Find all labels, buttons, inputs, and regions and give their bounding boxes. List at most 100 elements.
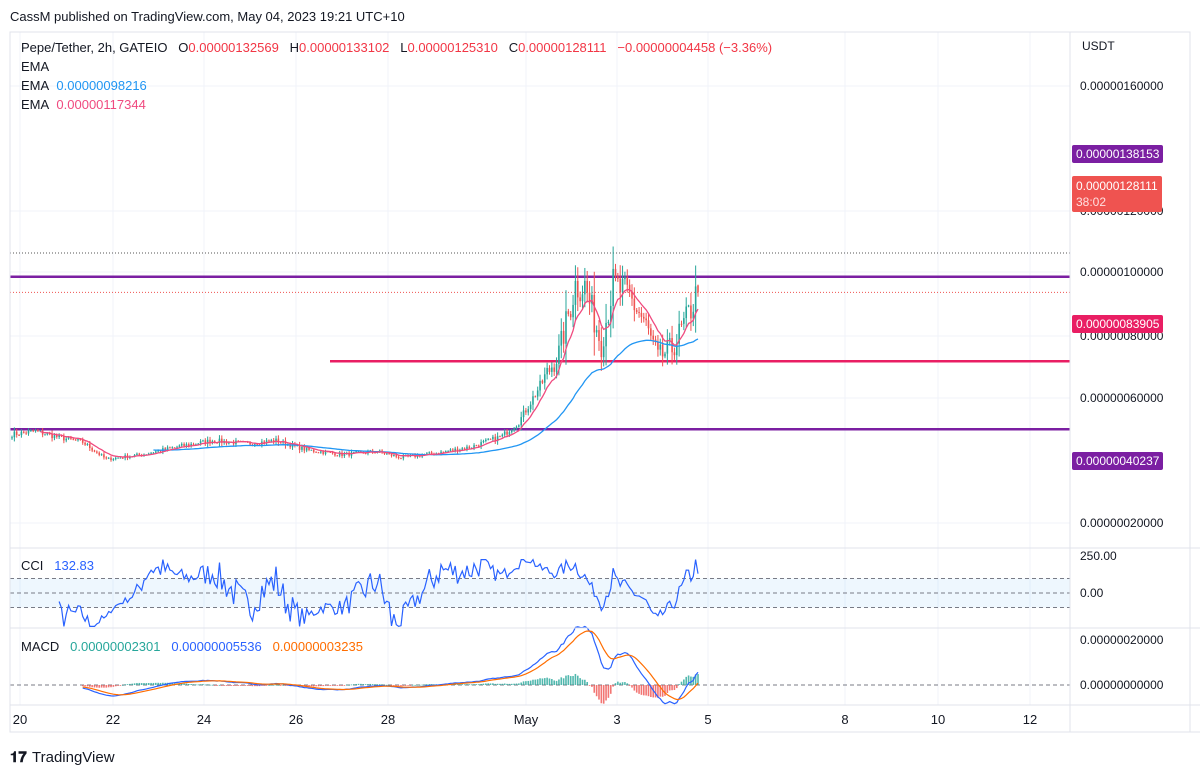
macd-hist-bar <box>225 685 228 686</box>
candle-body <box>53 435 56 439</box>
candle-body <box>454 448 456 451</box>
cci-value: 132.83 <box>54 558 94 573</box>
candle-body <box>626 277 629 285</box>
candle-body <box>553 367 555 372</box>
candle-body <box>466 446 468 450</box>
macd-hist-bar <box>284 685 287 686</box>
candle-body <box>93 450 96 452</box>
candle-body <box>515 426 518 429</box>
macd-hist-bar <box>473 684 475 685</box>
macd-hist-bar <box>466 684 468 685</box>
candle-body <box>527 409 530 413</box>
candle-body <box>673 352 676 356</box>
candle-body <box>55 435 58 438</box>
macd-hist-bar <box>635 685 638 693</box>
macd-hist-bar <box>579 678 581 685</box>
macd-hist-bar <box>112 685 115 687</box>
candle-body <box>11 437 13 439</box>
candle-body <box>364 453 367 455</box>
candle-body <box>81 439 84 443</box>
macd-hist-bar <box>371 684 374 685</box>
candle-body <box>336 455 339 457</box>
candle-body <box>452 449 454 451</box>
macd-hist-bar <box>489 683 492 685</box>
candle-body <box>284 440 287 446</box>
candle-body <box>449 449 452 451</box>
candle-body <box>558 345 560 364</box>
price-tick-label: 0.00000060000 <box>1080 391 1164 405</box>
macd-hist-bar <box>673 685 676 690</box>
candle-body <box>119 457 122 459</box>
macd-tick-label: 0.00000020000 <box>1080 633 1164 647</box>
macd-hist-bar <box>527 680 530 685</box>
chart-frame <box>9 31 1191 733</box>
macd-hist-bar <box>232 685 235 686</box>
candle-body <box>159 450 162 452</box>
level-badge-top: 0.00000138153 <box>1072 145 1164 163</box>
macd-hist-bar <box>459 684 461 686</box>
grid <box>10 32 1070 705</box>
open-label: O <box>178 40 189 55</box>
macd-hist-bar <box>383 684 386 686</box>
candle-body <box>591 294 593 304</box>
macd-hist-bar <box>477 684 480 686</box>
macd-hist-bar <box>213 685 216 686</box>
time-tick-label: 24 <box>197 712 211 727</box>
candle-body <box>631 291 633 299</box>
candle-body <box>518 425 520 427</box>
macd-hist-bar <box>574 673 577 685</box>
macd-hist-bar <box>602 685 605 704</box>
macd-hist-bar <box>690 676 692 685</box>
cci-pane <box>10 558 1070 628</box>
macd-hist-bar <box>525 681 527 685</box>
macd-hist-bar <box>475 684 478 685</box>
candle-body <box>22 431 25 433</box>
macd-hist-bar <box>239 685 242 686</box>
macd-hist-bar <box>650 685 652 697</box>
legend-main: Pepe/Tether, 2h, GATEIO O0.00000132569 H… <box>21 40 772 55</box>
macd-hist-bar <box>355 683 357 685</box>
ema-fast-line <box>40 288 699 458</box>
candle-body <box>74 439 77 441</box>
macd-hist-bar <box>591 685 593 687</box>
cci-line <box>58 558 699 628</box>
macd-hist-bar <box>338 685 341 686</box>
macd-hist-bar <box>310 685 313 687</box>
last-price-value: 0.00000128111 <box>1076 179 1158 193</box>
macd-hist-bar <box>694 674 697 685</box>
macd-hist-bar <box>341 685 343 686</box>
candle-body <box>609 305 612 322</box>
macd-hist-bar <box>334 685 336 686</box>
candle-body <box>617 276 619 279</box>
candle-body <box>183 443 185 447</box>
ema2-legend: EMA 0.00000098216 <box>21 78 147 93</box>
macd-hist-bar <box>251 685 254 687</box>
macd-hist-bar <box>242 685 244 686</box>
candle-body <box>334 453 336 456</box>
price-tick-label: 0.00000160000 <box>1080 79 1164 93</box>
macd-hist-bar <box>503 683 506 685</box>
macd-hist-bar <box>263 685 266 686</box>
time-tick-label: 28 <box>381 712 395 727</box>
macd-hist-bar <box>343 685 346 686</box>
macd-hist-bar <box>428 684 431 685</box>
candle-body <box>624 277 626 280</box>
macd-hist-bar <box>324 685 327 686</box>
macd-hist-bar <box>268 684 270 686</box>
candle-body <box>270 440 273 442</box>
candle-body <box>39 430 42 432</box>
candle-body <box>473 445 475 449</box>
macd-hist-bar <box>317 685 320 687</box>
macd-hist-bar <box>228 685 230 686</box>
candle-body <box>635 310 638 312</box>
time-tick-label: 26 <box>289 712 303 727</box>
macd-hist-bar <box>388 684 390 686</box>
candle-body <box>84 442 86 445</box>
candle-body <box>96 451 98 453</box>
macd-hist-bar <box>381 684 383 686</box>
macd-hist-bar <box>402 685 405 686</box>
candle-body <box>697 285 699 293</box>
macd-hist-bar <box>482 683 485 685</box>
candle-body <box>343 453 346 456</box>
candle-body <box>25 432 27 434</box>
